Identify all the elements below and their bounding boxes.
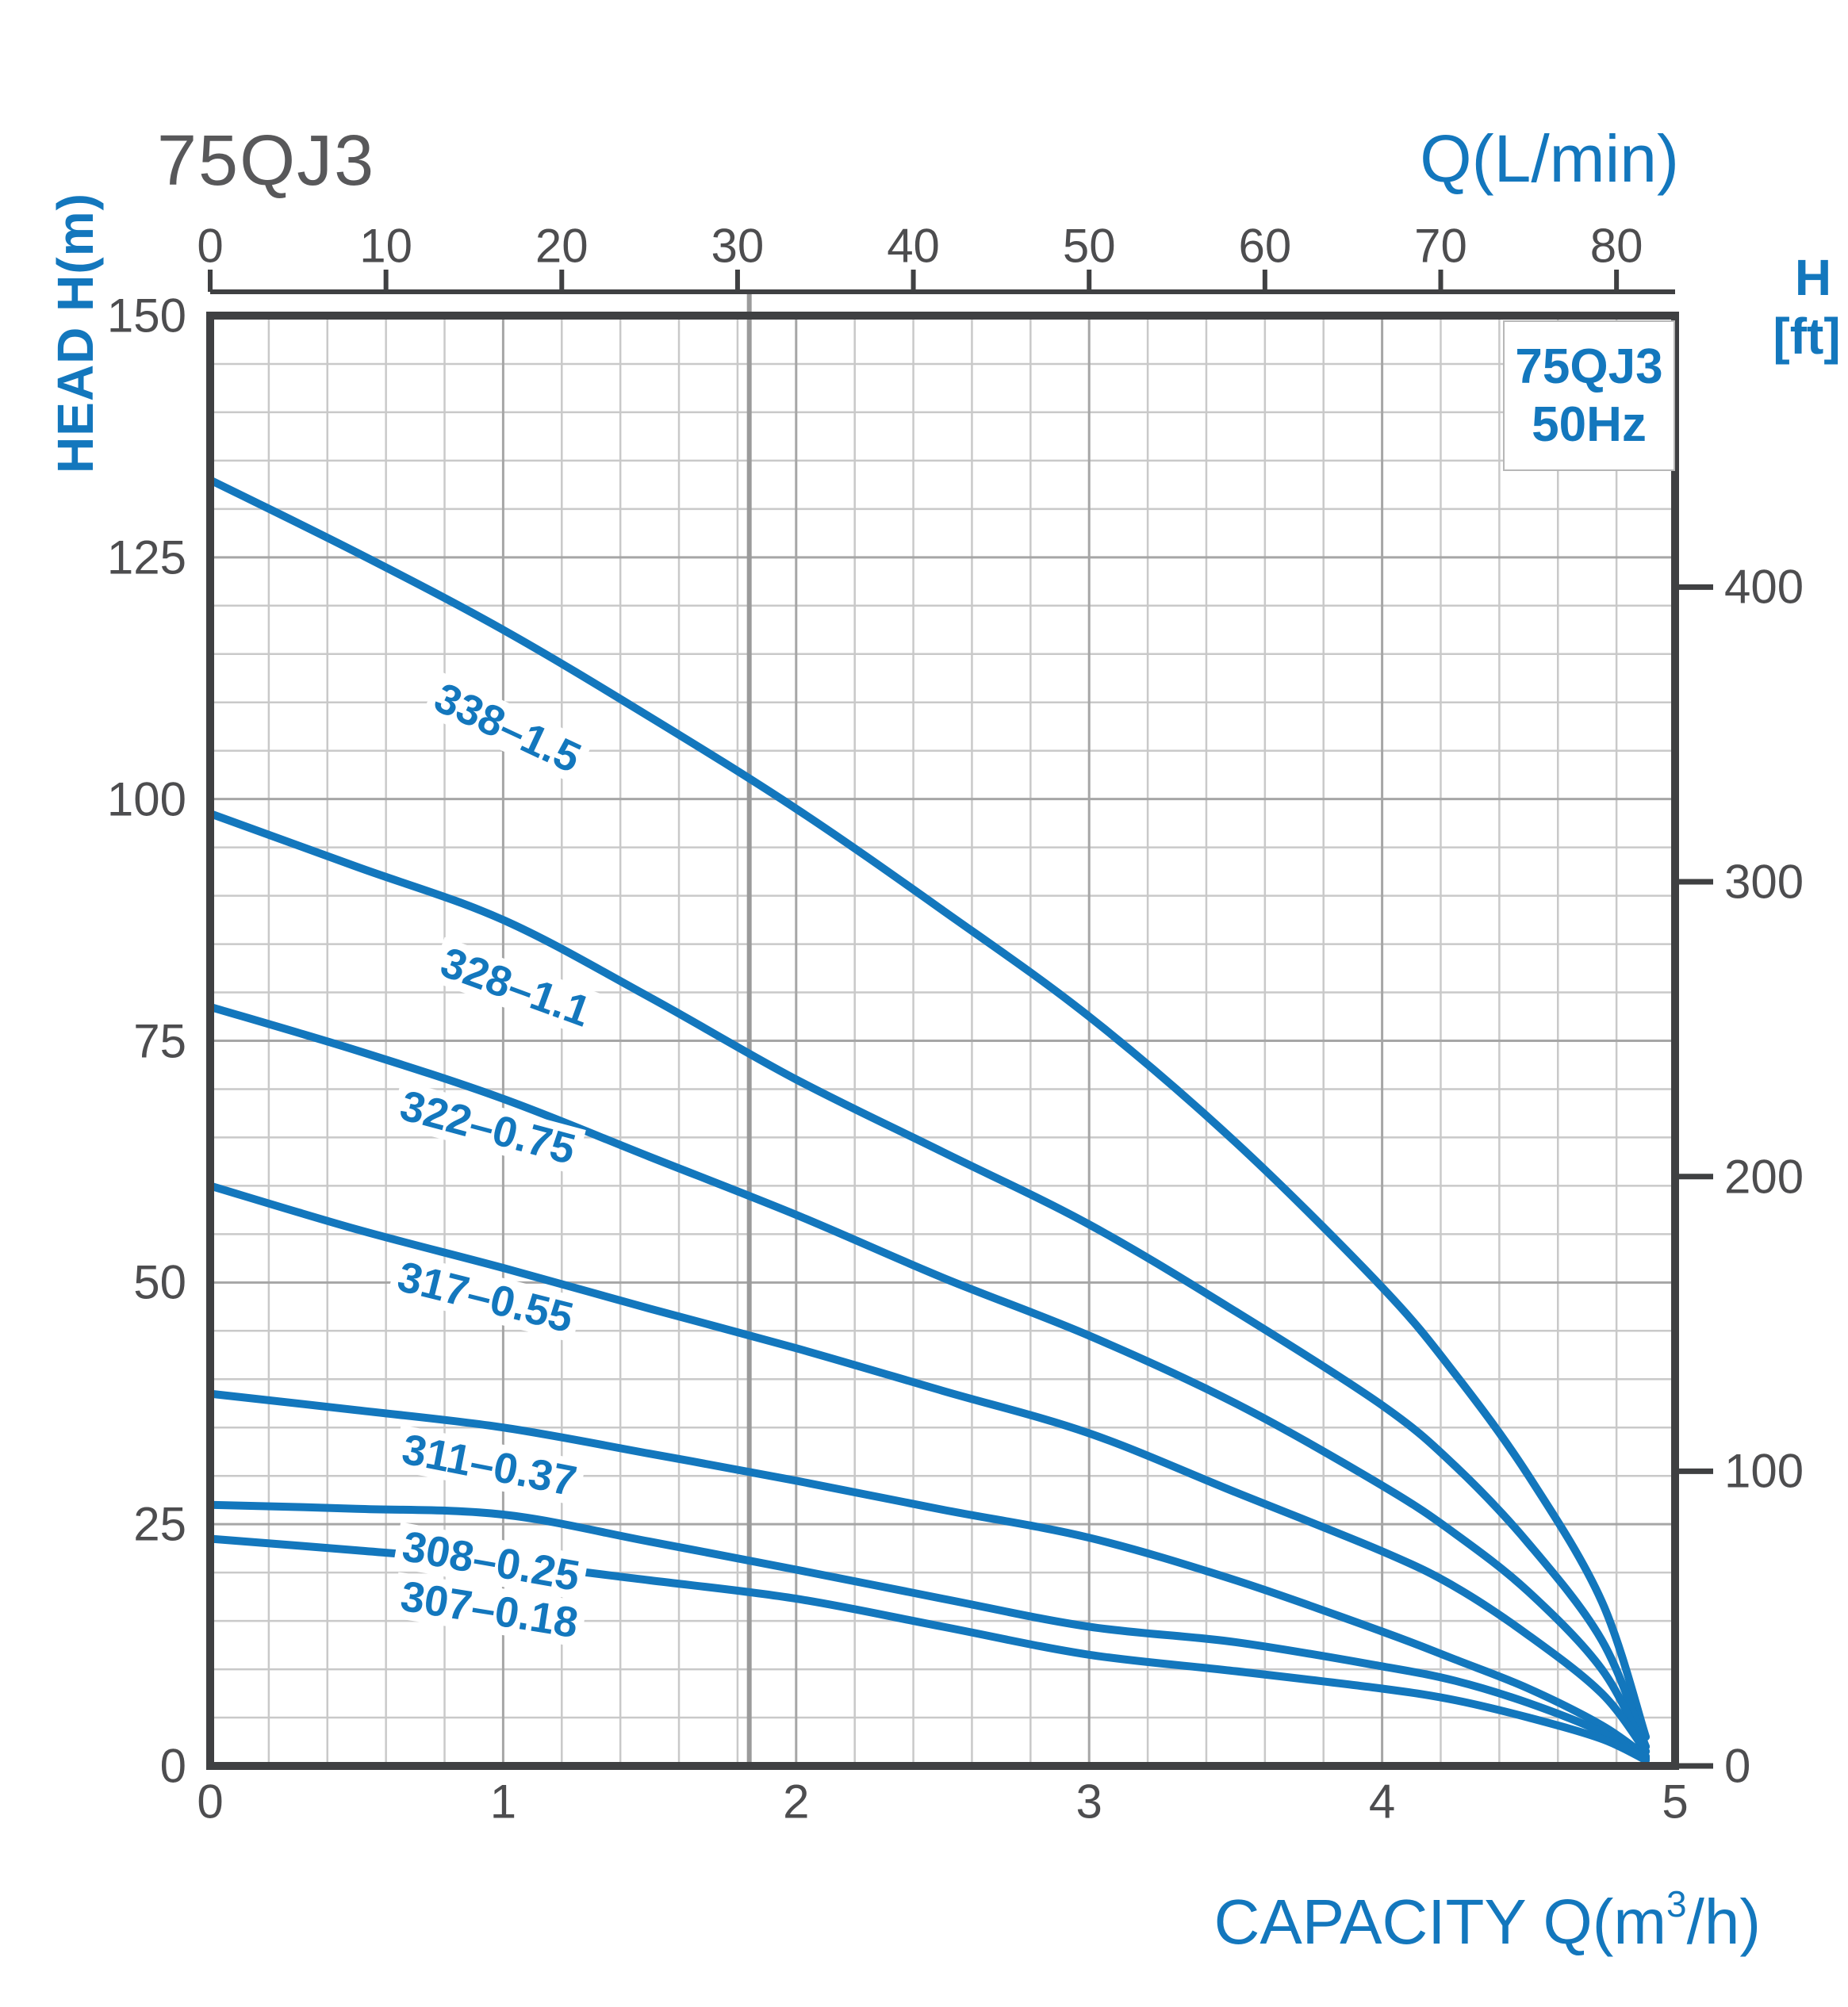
legend-model: 75QJ3	[1515, 339, 1663, 394]
left-tick-label-150: 150	[106, 289, 186, 343]
bottom-tick-label-2: 2	[783, 1775, 810, 1829]
legend-frequency: 50Hz	[1532, 397, 1647, 452]
right-tick-label-100: 100	[1724, 1444, 1804, 1498]
right-axis-label-ft: [ft]	[1773, 308, 1841, 365]
plot-border	[206, 312, 1679, 1770]
curve-308-0.25	[206, 1500, 1651, 1763]
left-tick-label-50: 50	[133, 1255, 186, 1309]
top-tick-label-0: 0	[197, 219, 224, 273]
curve-338-1.5	[206, 476, 1651, 1741]
curve-311-0.37	[206, 1389, 1651, 1760]
bottom-tick-label-0: 0	[197, 1775, 224, 1829]
bottom-axis-label: CAPACITY Q(m3/h)	[1213, 1883, 1761, 1959]
curve-322-0.75	[206, 1002, 1651, 1756]
curve-317-0.55	[206, 1182, 1651, 1756]
bottom-tick-label-4: 4	[1368, 1775, 1396, 1829]
top-tick-label-30: 30	[711, 219, 765, 273]
bottom-tick-label-5: 5	[1662, 1775, 1689, 1829]
left-tick-label-100: 100	[106, 772, 186, 826]
bottom-axis-label-main: CAPACITY Q(m	[1213, 1886, 1667, 1957]
bottom-axis-label-end: /h)	[1686, 1886, 1761, 1957]
left-tick-label-125: 125	[106, 530, 186, 584]
top-tick-label-20: 20	[535, 219, 589, 273]
bottom-tick-label-1: 1	[489, 1775, 517, 1829]
left-tick-label-25: 25	[133, 1497, 186, 1551]
right-tick-label-300: 300	[1724, 855, 1804, 909]
right-tick-label-400: 400	[1724, 560, 1804, 614]
right-tick-label-0: 0	[1724, 1739, 1751, 1793]
bottom-axis-label-sup: 3	[1666, 1883, 1687, 1925]
right-axis-label-h: H	[1794, 249, 1832, 306]
top-tick-label-10: 10	[359, 219, 413, 273]
right-tick-label-200: 200	[1724, 1150, 1804, 1204]
top-tick-label-80: 80	[1589, 219, 1643, 273]
top-tick-label-40: 40	[887, 219, 940, 273]
bottom-tick-label-3: 3	[1075, 1775, 1102, 1829]
top-tick-label-60: 60	[1238, 219, 1292, 273]
top-tick-label-50: 50	[1062, 219, 1116, 273]
left-axis-label: HEAD H(m)	[47, 193, 104, 473]
top-axis-label: Q(L/min)	[1420, 121, 1679, 196]
left-tick-label-75: 75	[133, 1014, 186, 1067]
page-title: 75QJ3	[157, 121, 376, 201]
curve-328-1.1	[206, 810, 1651, 1751]
legend: 75QJ3 50Hz	[1503, 320, 1675, 471]
top-tick-label-70: 70	[1414, 219, 1467, 273]
left-tick-label-0: 0	[159, 1739, 186, 1793]
